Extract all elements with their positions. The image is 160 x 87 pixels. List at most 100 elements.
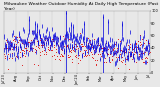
Point — [28, 50, 30, 52]
Point — [60, 56, 63, 57]
Point — [102, 47, 104, 48]
Point — [83, 41, 85, 43]
Point — [136, 40, 139, 41]
Point — [11, 48, 13, 50]
Point — [58, 52, 60, 54]
Point — [24, 45, 27, 46]
Point — [65, 46, 67, 47]
Point — [30, 39, 32, 41]
Point — [71, 58, 73, 60]
Point — [21, 42, 23, 43]
Point — [52, 38, 55, 39]
Point — [31, 50, 33, 52]
Point — [46, 39, 48, 40]
Point — [47, 38, 49, 40]
Point — [115, 41, 118, 42]
Point — [71, 61, 74, 62]
Point — [7, 68, 10, 69]
Point — [86, 38, 89, 39]
Point — [53, 44, 56, 45]
Point — [45, 52, 48, 53]
Point — [144, 51, 147, 53]
Point — [13, 39, 16, 40]
Point — [70, 42, 73, 43]
Point — [122, 49, 125, 51]
Point — [128, 69, 130, 70]
Point — [100, 48, 102, 49]
Point — [90, 51, 92, 53]
Point — [63, 45, 66, 46]
Point — [3, 48, 6, 49]
Point — [4, 39, 7, 41]
Point — [49, 44, 52, 46]
Point — [36, 64, 39, 65]
Point — [35, 50, 37, 51]
Point — [84, 46, 87, 47]
Point — [44, 53, 47, 54]
Point — [115, 51, 117, 52]
Point — [132, 57, 134, 58]
Point — [14, 46, 16, 48]
Point — [94, 51, 96, 53]
Point — [120, 60, 122, 62]
Point — [74, 43, 76, 45]
Point — [147, 53, 149, 54]
Point — [67, 56, 69, 58]
Point — [52, 47, 55, 48]
Point — [17, 48, 20, 50]
Point — [32, 47, 34, 49]
Point — [64, 51, 67, 52]
Point — [50, 50, 52, 51]
Point — [132, 61, 135, 62]
Point — [24, 47, 26, 49]
Point — [86, 51, 88, 53]
Point — [116, 56, 119, 57]
Point — [27, 41, 30, 43]
Point — [142, 61, 144, 63]
Point — [141, 39, 144, 40]
Point — [110, 46, 112, 47]
Point — [116, 47, 119, 48]
Point — [87, 45, 89, 46]
Point — [131, 51, 134, 52]
Point — [44, 39, 46, 41]
Point — [112, 48, 114, 50]
Point — [123, 51, 125, 52]
Point — [120, 49, 123, 50]
Point — [74, 55, 76, 56]
Point — [80, 45, 83, 47]
Point — [82, 45, 84, 46]
Point — [145, 49, 147, 50]
Point — [114, 56, 117, 57]
Point — [88, 55, 91, 56]
Point — [42, 41, 44, 42]
Point — [67, 46, 70, 48]
Point — [101, 48, 103, 49]
Point — [48, 46, 51, 48]
Point — [7, 53, 9, 55]
Point — [107, 53, 109, 54]
Point — [102, 52, 104, 54]
Point — [14, 56, 17, 57]
Point — [40, 50, 43, 52]
Point — [76, 45, 79, 47]
Point — [38, 54, 41, 55]
Point — [58, 58, 60, 60]
Point — [53, 54, 55, 56]
Point — [69, 50, 72, 52]
Point — [15, 45, 18, 46]
Point — [93, 53, 96, 55]
Point — [12, 43, 15, 44]
Point — [131, 58, 133, 60]
Point — [62, 52, 65, 53]
Point — [126, 44, 129, 46]
Point — [9, 48, 12, 49]
Point — [13, 36, 15, 37]
Point — [148, 42, 150, 43]
Point — [41, 44, 43, 46]
Point — [10, 52, 13, 54]
Point — [128, 51, 131, 52]
Point — [34, 45, 37, 47]
Point — [36, 32, 39, 33]
Point — [25, 48, 28, 49]
